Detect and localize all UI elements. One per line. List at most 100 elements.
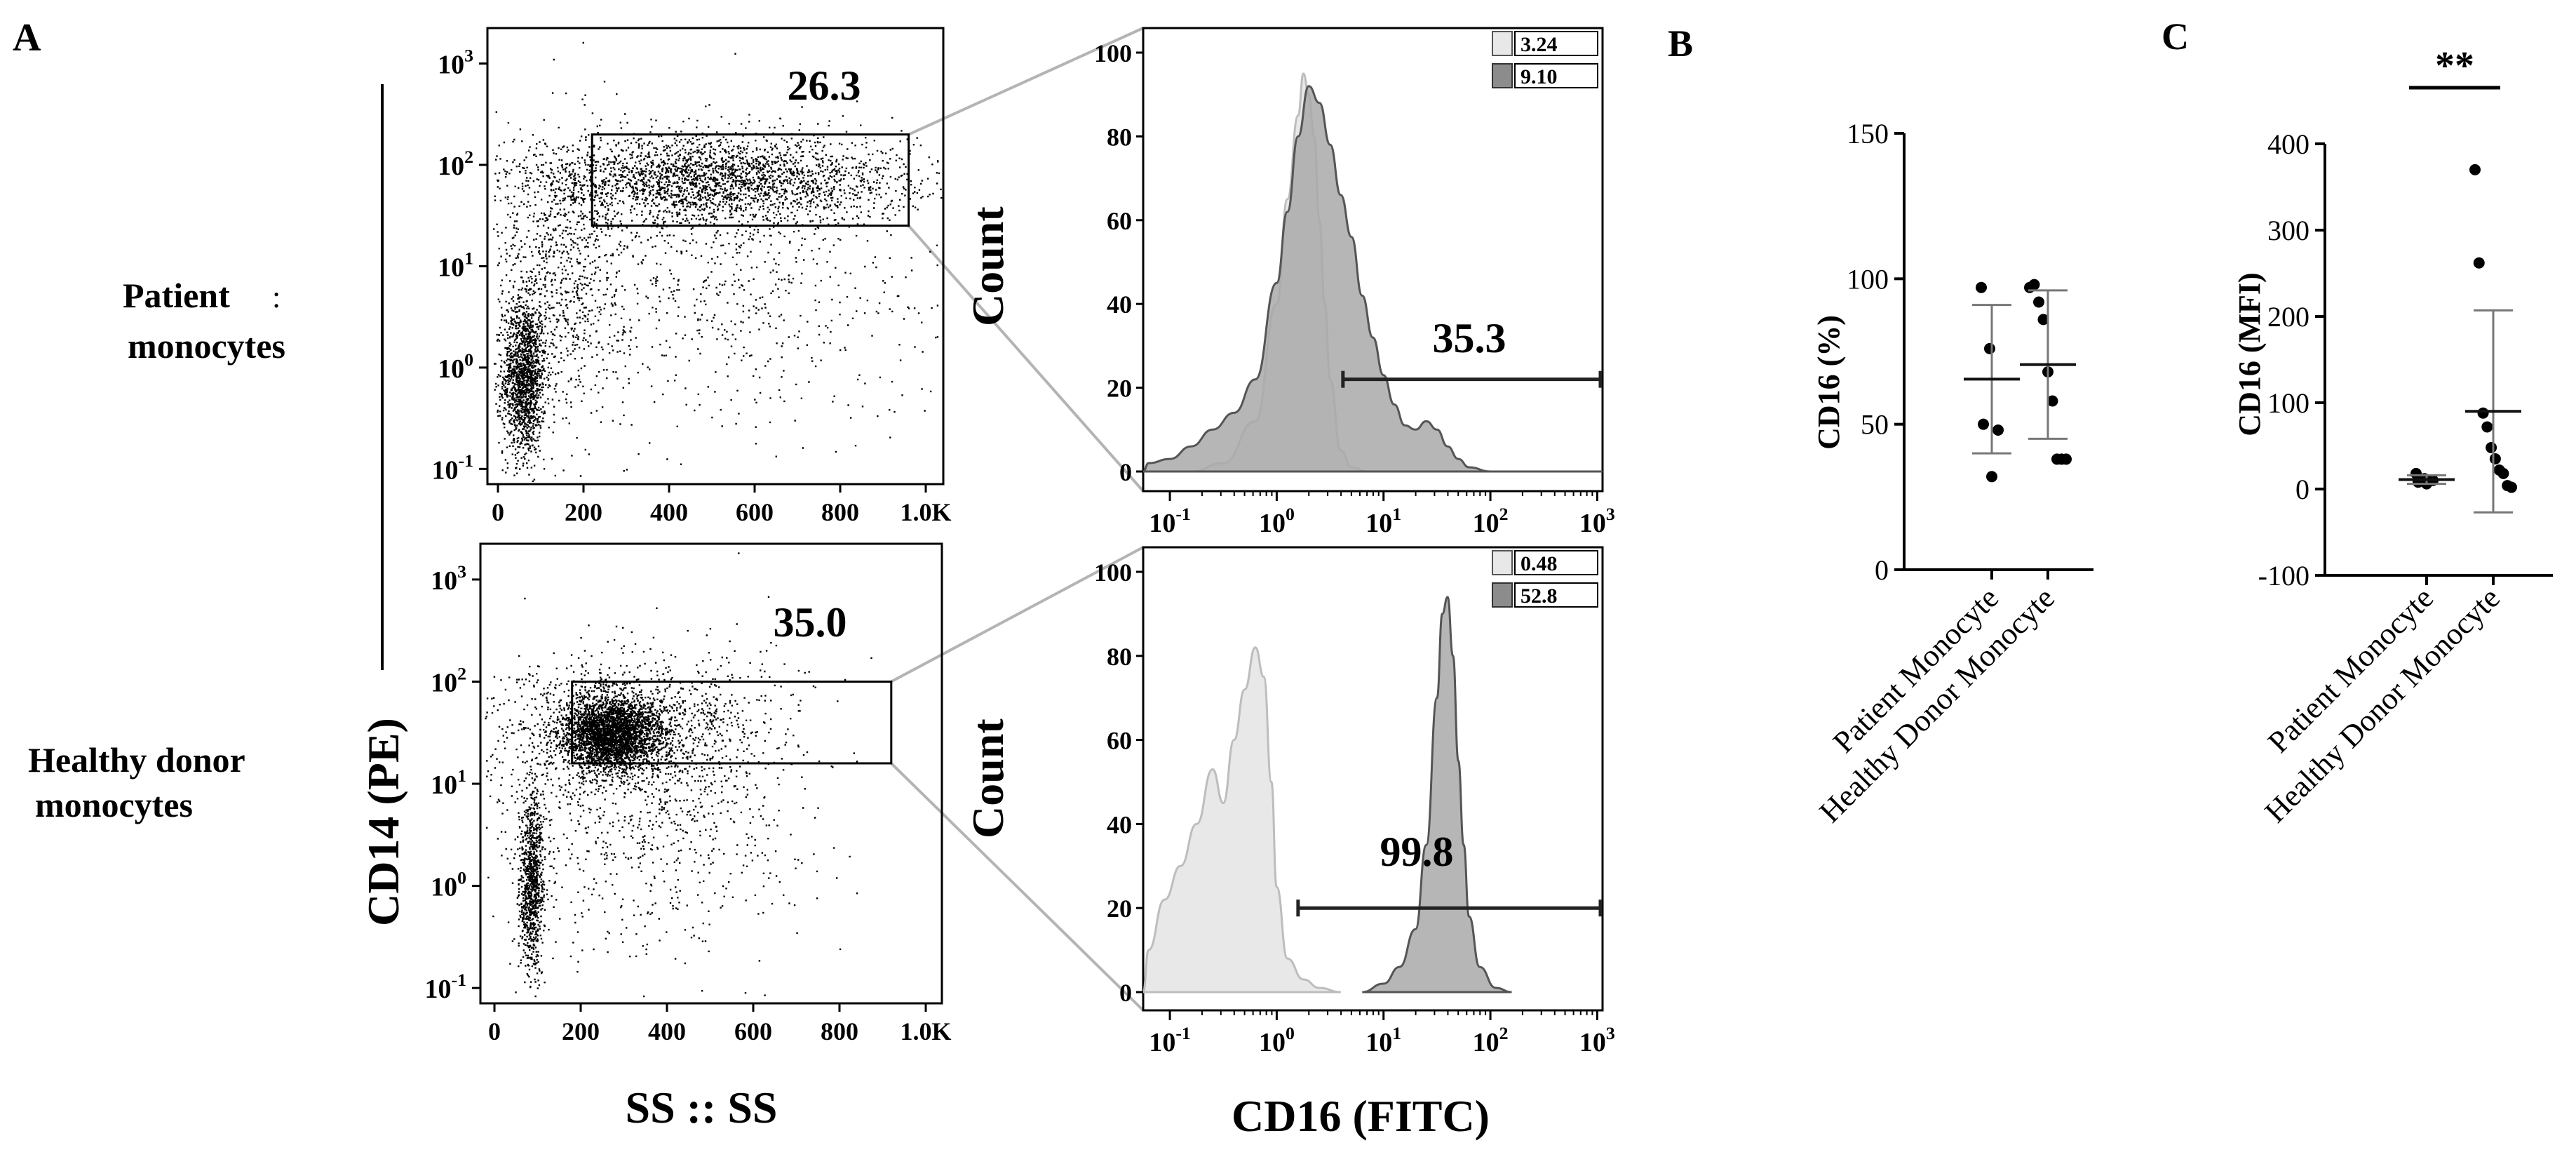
y-tick-label-exp: 1 (464, 248, 473, 268)
legend-box (1514, 31, 1598, 56)
x-tick-label: 100 (1259, 1023, 1295, 1057)
x-tick-label-base: 10 (1579, 1028, 1606, 1057)
row-label-patient-colon: : (272, 280, 281, 314)
legend-swatch-light (1492, 550, 1513, 575)
y-tick-label: 103 (438, 45, 473, 79)
y-tick-label: 100 (1847, 263, 1889, 295)
x-tick-label: 10-1 (1149, 504, 1191, 538)
x-tick-label: 10-1 (1149, 1023, 1191, 1057)
y-tick-label: 80 (1107, 123, 1132, 151)
data-point (2046, 395, 2058, 407)
x-tick-label-exp: 3 (1606, 1023, 1615, 1043)
x-tick-label-base: 10 (1473, 1028, 1499, 1057)
y-tick-label: 0 (2295, 474, 2309, 505)
data-point (2061, 453, 2072, 465)
x-tick-label-exp: 2 (1499, 1023, 1509, 1043)
x-tick-label: 600 (734, 1017, 772, 1045)
y-tick-label: 50 (1861, 409, 1889, 441)
histogram-patient-y-ticks: 0 20 40 60 80 100 (1094, 39, 1143, 486)
dotplot-c-y-title: CD16 (MFI) (2232, 272, 2267, 436)
y-tick-label: 0 (1119, 458, 1132, 486)
x-tick-label-base: 10 (1149, 509, 1175, 538)
x-tick-label-base: 10 (1473, 509, 1499, 538)
y-tick-label: 300 (2267, 215, 2309, 246)
significance-label: ** (2435, 44, 2474, 88)
y-tick-label: 100 (1094, 39, 1132, 67)
x-tick-label-exp: 0 (1286, 1023, 1295, 1043)
row-label-patient-line2: monocytes (128, 326, 285, 366)
y-tick-label-exp: 0 (457, 868, 466, 888)
y-tick-label: 20 (1107, 375, 1132, 403)
y-tick-label-base: 10 (431, 566, 457, 596)
x-tick-label: 101 (1365, 504, 1401, 538)
y-tick-label: 200 (2267, 301, 2309, 333)
dotplot-b-axes: 0 50 100 150 (1847, 118, 2093, 586)
x-tick-label: 0 (492, 498, 504, 526)
histogram-healthy-x-ticks: 10-1 100 101 102 103 (1149, 1010, 1615, 1057)
y-tick-label: 100 (1094, 558, 1132, 587)
histogram-patient-y-title: Count (963, 206, 1013, 326)
dotplot-b-groups (1964, 279, 2076, 483)
x-tick-label: 102 (1473, 1023, 1509, 1057)
scatter-healthy-x-ticks: 0 200 400 600 800 1.0K (488, 1003, 952, 1045)
y-tick-label: 100 (431, 868, 466, 902)
data-point (2497, 467, 2509, 479)
y-tick-label: 100 (438, 349, 473, 384)
x-tick-label: 400 (648, 1017, 686, 1045)
scatter-x-title: SS :: SS (626, 1083, 778, 1132)
gate-connector-top (908, 27, 1144, 136)
scatter-patient-frame (486, 27, 945, 486)
y-tick-label: 101 (431, 765, 466, 800)
y-tick-label-exp: -1 (451, 970, 466, 990)
x-tick-label: 1.0K (900, 498, 951, 526)
data-point (2037, 314, 2049, 326)
y-tick-label-exp: -1 (458, 450, 473, 471)
x-tick-label-exp: 1 (1392, 504, 1401, 524)
y-tick-label-base: 10 (438, 51, 464, 80)
scatter-patient-gate (591, 133, 910, 227)
y-tick-label-exp: 3 (464, 45, 473, 65)
histogram-patient: Count 35.3 3.24 9.10 10-1 100 101 102 103 02… (963, 27, 1615, 538)
x-tick-label: 103 (1579, 504, 1615, 538)
y-tick-label-base: 10 (438, 354, 464, 384)
x-tick-label-exp: 1 (1392, 1023, 1401, 1043)
legend-swatch-dark (1492, 582, 1513, 608)
data-point (2410, 467, 2422, 479)
histogram-healthy-marker-label: 99.8 (1380, 829, 1454, 875)
data-point (2486, 441, 2497, 453)
legend-value-dark: 9.10 (1520, 65, 1558, 88)
x-tick-label-base: 10 (1259, 1028, 1286, 1057)
histogram-x-title: CD16 (FITC) (1232, 1091, 1490, 1141)
x-tick-label: 0 (488, 1017, 501, 1045)
histogram-healthy-series (1142, 596, 1512, 994)
legend-value-light: 3.24 (1520, 33, 1558, 56)
panel-label-b: B (1668, 22, 1693, 65)
dotplot-c-significance: ** (2409, 44, 2500, 90)
y-tick-label: 80 (1107, 643, 1132, 671)
legend-box (1514, 582, 1598, 608)
scatter-healthy-gate (571, 681, 893, 765)
y-tick-label: 40 (1107, 290, 1132, 319)
x-tick-label-base: 10 (1149, 1028, 1175, 1057)
data-point (2033, 296, 2044, 308)
data-point (1978, 418, 1989, 430)
x-tick-label-base: 10 (1365, 1028, 1392, 1057)
histogram-patient-x-ticks: 10-1 100 101 102 103 (1149, 491, 1615, 538)
y-tick-label: 100 (2267, 387, 2309, 419)
histogram-patient-marker-label: 35.3 (1433, 315, 1506, 361)
y-tick-label: 0 (1875, 554, 1889, 586)
x-tick-label: 800 (821, 1017, 858, 1045)
histogram-patient-series (1142, 72, 1603, 473)
row-label-patient: Patient : monocytes (123, 276, 285, 366)
data-point (1984, 342, 1995, 354)
y-tick-label-base: 10 (424, 975, 451, 1004)
y-tick-label-exp: 1 (457, 765, 466, 786)
y-tick-label: 101 (438, 248, 473, 282)
y-tick-label: 150 (1847, 118, 1889, 149)
x-tick-label-exp: -1 (1175, 504, 1191, 524)
y-tick-label: 102 (438, 147, 473, 181)
histogram-patient-marker (1341, 370, 1603, 388)
